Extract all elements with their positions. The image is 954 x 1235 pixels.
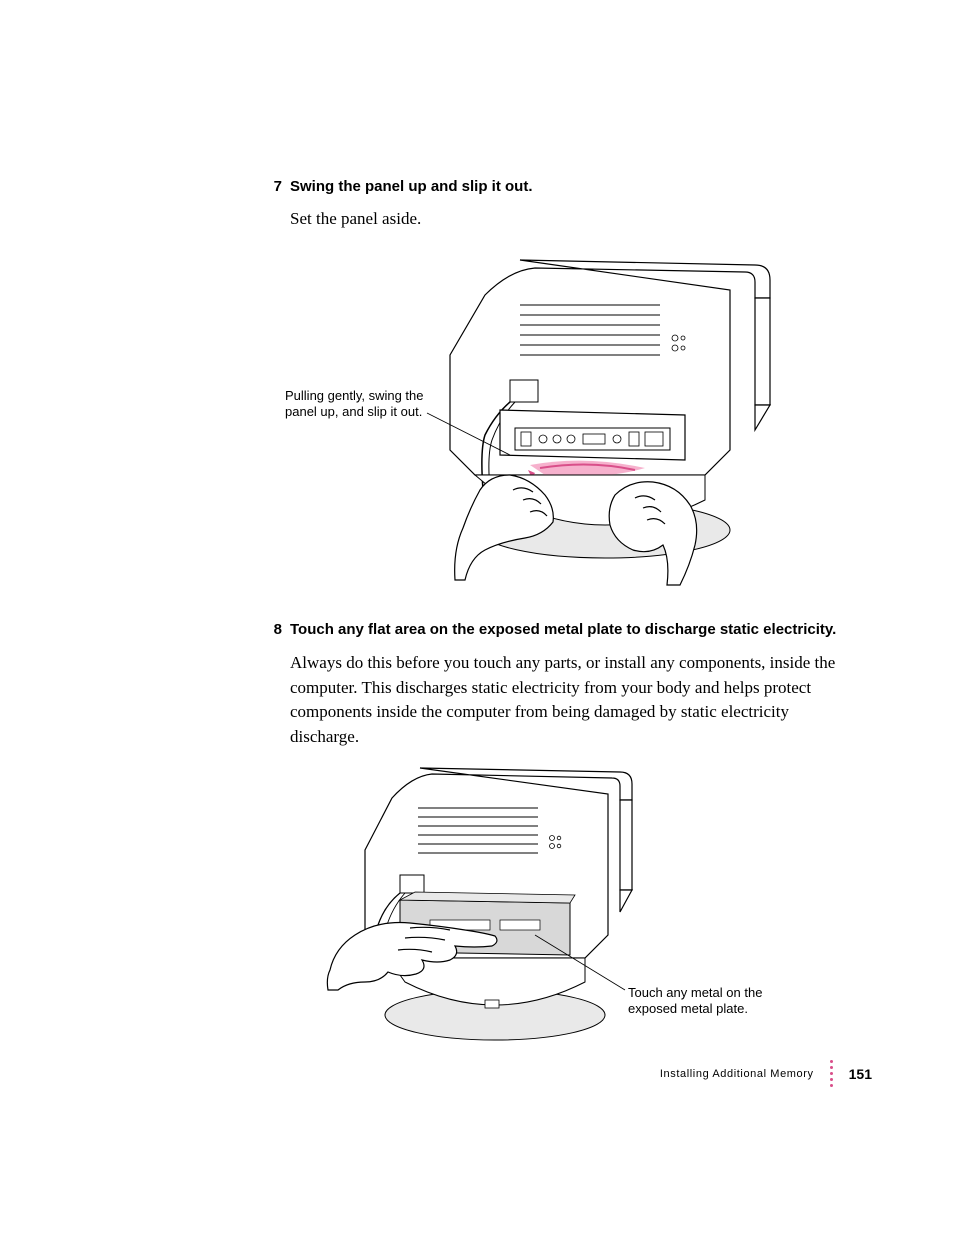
figure-2 <box>300 760 700 1055</box>
step-body-text: Always do this before you touch any part… <box>290 653 835 746</box>
page-footer: Installing Additional Memory 151 <box>660 1060 872 1087</box>
footer-dots-icon <box>830 1060 833 1087</box>
step-body-text: Set the panel aside. <box>290 209 421 228</box>
monitor-panel-illustration <box>285 250 775 600</box>
step-7-number: 7 <box>252 178 282 196</box>
figure-1 <box>285 250 775 600</box>
step-number: 8 <box>252 621 282 638</box>
step-title-text: Touch any flat area on the exposed metal… <box>290 621 836 638</box>
step-title-text: Swing the panel up and slip it out. <box>290 178 533 195</box>
step-number: 7 <box>252 178 282 195</box>
step-8-number: 8 <box>252 621 282 639</box>
footer-section: Installing Additional Memory <box>660 1068 814 1080</box>
page: 7 Swing the panel up and slip it out. Se… <box>0 0 954 1235</box>
step-8-body: Always do this before you touch any part… <box>290 651 850 750</box>
step-8-title: Touch any flat area on the exposed metal… <box>290 621 870 639</box>
monitor-touch-illustration <box>300 760 700 1055</box>
step-7-title: Swing the panel up and slip it out. <box>290 178 533 196</box>
footer-page-number: 151 <box>849 1066 872 1082</box>
step-7-body: Set the panel aside. <box>290 207 850 232</box>
